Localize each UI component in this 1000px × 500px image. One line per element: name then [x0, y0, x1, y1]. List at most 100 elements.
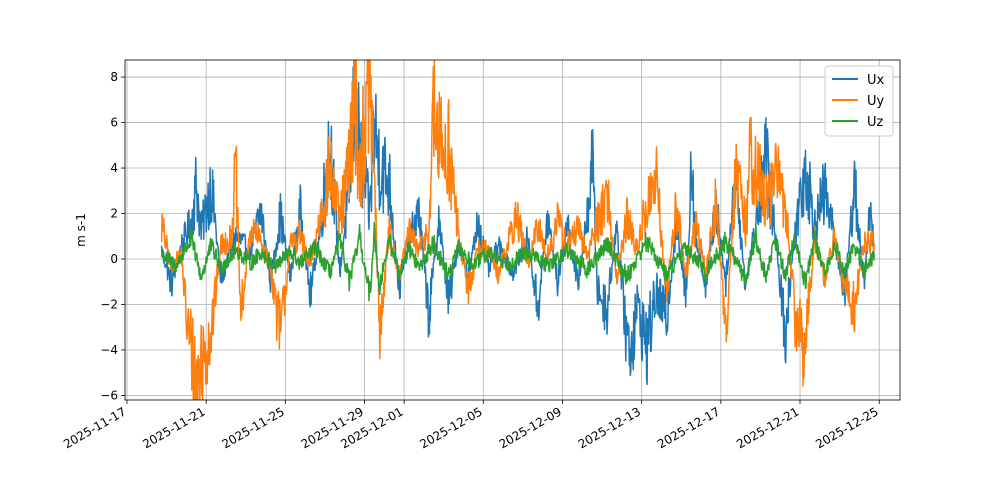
data-point-uz — [458, 247, 459, 248]
data-point-uy — [409, 233, 410, 234]
data-point-uz — [606, 243, 607, 244]
data-point-ux — [775, 236, 776, 237]
data-point-uy — [339, 222, 340, 223]
data-point-uy — [735, 172, 736, 173]
data-point-ux — [824, 190, 825, 191]
data-point-uy — [260, 240, 261, 241]
data-point-uy — [666, 295, 667, 296]
y-tick-label: −2 — [100, 297, 118, 311]
data-point-uy — [804, 349, 805, 350]
data-point-ux — [399, 288, 400, 289]
y-tick-label: 0 — [110, 252, 118, 266]
data-point-uz — [864, 270, 865, 271]
data-point-uy — [191, 349, 192, 350]
data-point-uz — [211, 245, 212, 246]
data-point-ux — [765, 154, 766, 155]
data-point-uz — [201, 277, 202, 278]
data-point-uy — [196, 386, 197, 387]
data-point-ux — [220, 279, 221, 280]
data-point-uz — [804, 281, 805, 282]
data-point-ux — [290, 277, 291, 278]
data-point-ux — [631, 345, 632, 346]
data-point-uz — [844, 272, 845, 273]
data-point-uz — [686, 247, 687, 248]
data-point-uz — [765, 277, 766, 278]
data-point-uy — [230, 238, 231, 239]
data-point-ux — [597, 288, 598, 289]
data-point-uy — [725, 331, 726, 332]
data-point-uy — [547, 254, 548, 255]
data-point-ux — [547, 218, 548, 219]
data-point-uy — [765, 206, 766, 207]
data-point-uy — [557, 222, 558, 223]
data-point-uy — [854, 308, 855, 309]
data-point-ux — [512, 272, 513, 273]
y-tick-label: 8 — [110, 70, 118, 84]
data-point-uy — [527, 265, 528, 266]
data-point-uz — [567, 249, 568, 250]
data-point-uy — [211, 331, 212, 332]
data-point-ux — [705, 283, 706, 284]
data-point-uz — [359, 236, 360, 237]
data-point-ux — [755, 224, 756, 225]
data-point-ux — [196, 183, 197, 184]
data-point-uy — [696, 222, 697, 223]
data-point-uz — [874, 254, 875, 255]
y-axis-label: m s-1 — [74, 213, 88, 247]
data-point-uy — [468, 290, 469, 291]
data-point-uy — [201, 361, 202, 362]
data-point-uy — [874, 243, 875, 244]
data-point-ux — [389, 181, 390, 182]
legend-label-ux: Ux — [867, 73, 885, 88]
data-point-ux — [161, 249, 162, 250]
data-point-ux — [235, 236, 236, 237]
data-point-uz — [587, 270, 588, 271]
data-point-uy — [785, 199, 786, 200]
data-point-uz — [191, 238, 192, 239]
data-point-uy — [458, 236, 459, 237]
data-point-uz — [250, 263, 251, 264]
data-point-uz — [834, 243, 835, 244]
data-point-uy — [369, 74, 370, 75]
data-point-uy — [448, 147, 449, 148]
data-point-uy — [656, 179, 657, 180]
data-point-uz — [235, 249, 236, 250]
data-point-uy — [349, 163, 350, 164]
data-point-ux — [498, 245, 499, 246]
data-point-uz — [374, 231, 375, 232]
data-point-uy — [844, 286, 845, 287]
data-point-ux — [869, 204, 870, 205]
data-point-uy — [676, 206, 677, 207]
data-point-uy — [181, 252, 182, 253]
data-point-ux — [191, 222, 192, 223]
data-point-ux — [844, 295, 845, 296]
data-point-uy — [379, 336, 380, 337]
data-point-ux — [606, 308, 607, 309]
data-point-ux — [636, 304, 637, 305]
data-point-uz — [705, 272, 706, 273]
data-point-uz — [646, 240, 647, 241]
data-point-ux — [428, 315, 429, 316]
data-point-ux — [795, 231, 796, 232]
data-point-uy — [354, 79, 355, 80]
data-point-uy — [478, 247, 479, 248]
data-point-uy — [161, 224, 162, 225]
data-point-uz — [814, 240, 815, 241]
data-point-uy — [300, 233, 301, 234]
data-point-ux — [250, 252, 251, 253]
data-point-ux — [686, 297, 687, 298]
data-point-ux — [527, 238, 528, 239]
series-line-uz — [160, 221, 876, 302]
data-point-uy — [186, 318, 187, 319]
data-point-ux — [537, 308, 538, 309]
data-point-uy — [310, 268, 311, 269]
data-point-ux — [587, 220, 588, 221]
data-point-ux — [260, 208, 261, 209]
data-point-ux — [201, 231, 202, 232]
data-point-uz — [399, 272, 400, 273]
data-point-ux — [557, 281, 558, 282]
data-point-uz — [795, 236, 796, 237]
data-point-ux — [864, 288, 865, 289]
data-point-uy — [517, 215, 518, 216]
data-point-ux — [448, 302, 449, 303]
